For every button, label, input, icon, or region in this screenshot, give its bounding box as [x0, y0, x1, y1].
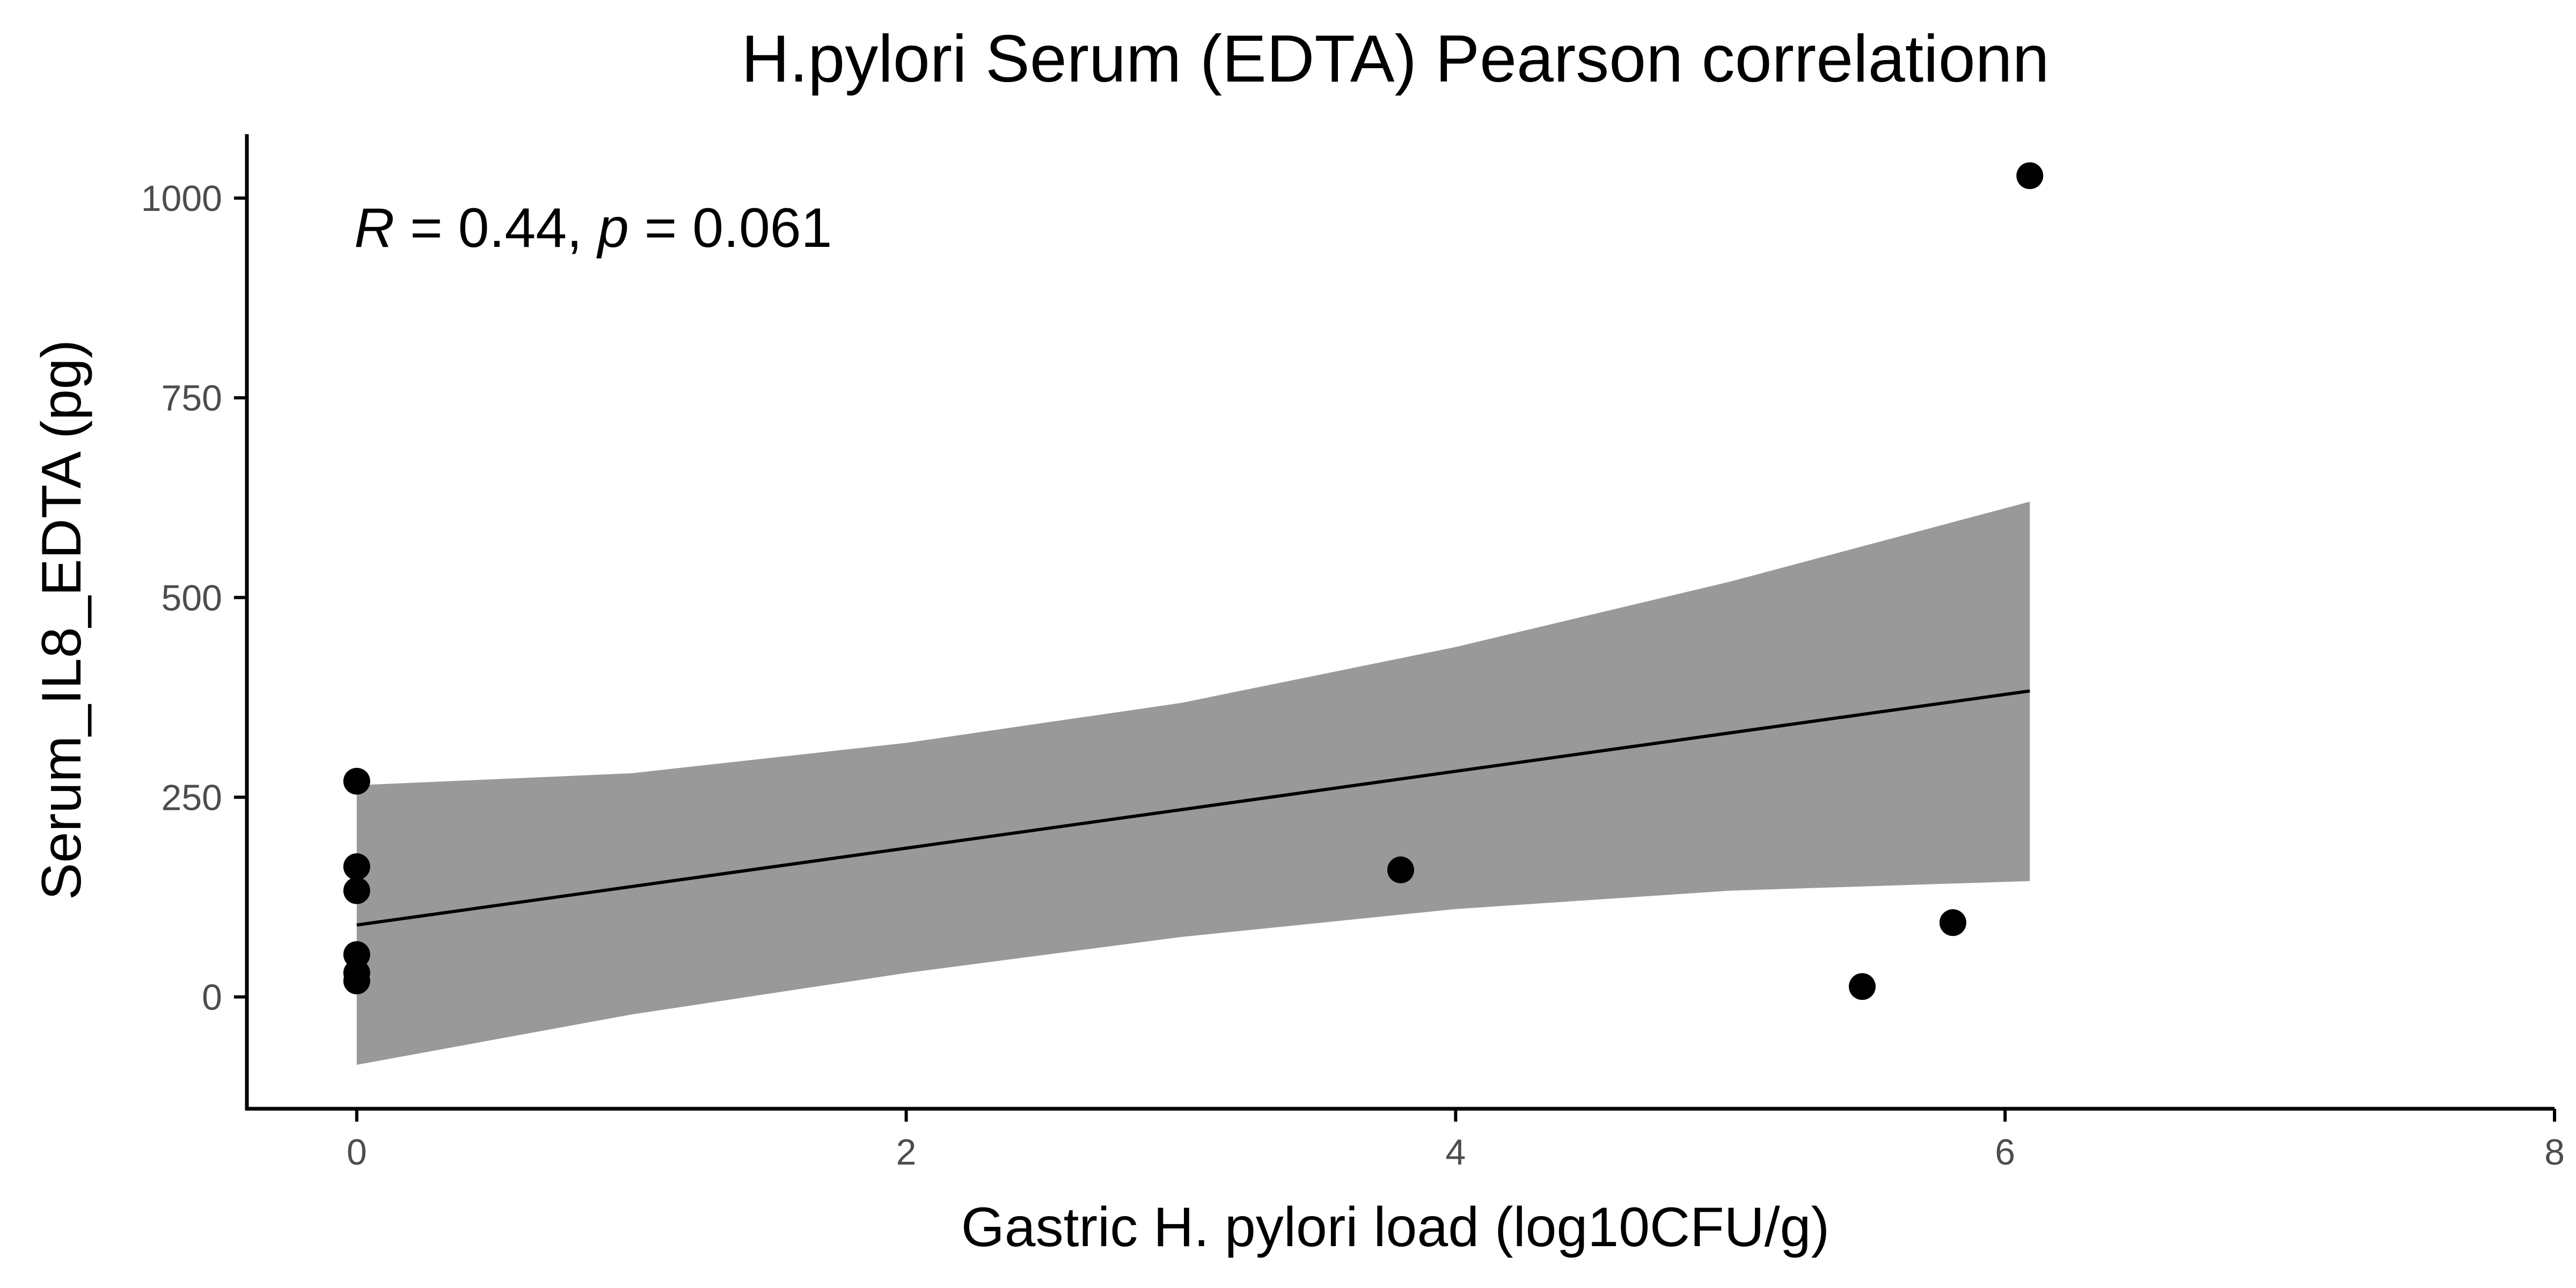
correlation-annotation: R = 0.44, p = 0.061 [354, 197, 832, 259]
regression-line [356, 689, 2030, 927]
annotation-r-symbol: R [354, 197, 394, 259]
y-tick-label: 250 [162, 777, 222, 818]
confidence-band-layer [356, 501, 2030, 1065]
annotation-r-value: = 0.44, [394, 197, 598, 259]
chart-title: H.pylori Serum (EDTA) Pearson correlatio… [741, 22, 2049, 96]
y-tick-label: 1000 [141, 178, 222, 219]
x-tick-label: 4 [1445, 1132, 1466, 1173]
x-axis-ticks: 0 2 4 6 8 [347, 1109, 2565, 1173]
data-points-layer [343, 162, 2044, 1000]
data-point [1939, 909, 1966, 936]
y-tick-label: 750 [162, 378, 222, 419]
confidence-band [356, 501, 2030, 1065]
x-tick-label: 2 [896, 1132, 917, 1173]
annotation-p-symbol: p [596, 197, 629, 259]
x-axis-title: Gastric H. pylori load (log10CFU/g) [961, 1196, 1829, 1258]
y-axis-ticks: 0 250 500 750 1000 [141, 178, 247, 1018]
y-tick-label: 500 [162, 577, 222, 618]
data-point [343, 967, 370, 994]
data-point [1387, 856, 1414, 883]
regression-line-layer [356, 689, 2030, 927]
data-point [343, 767, 370, 795]
x-tick-label: 6 [1995, 1132, 2015, 1173]
data-point [343, 877, 370, 904]
annotation-p-value: = 0.061 [629, 197, 832, 259]
data-point [343, 853, 370, 880]
x-tick-label: 8 [2544, 1132, 2565, 1173]
y-axis-title: Serum_IL8_EDTA (pg) [31, 340, 93, 900]
data-point [343, 941, 370, 968]
x-tick-label: 0 [347, 1132, 367, 1173]
data-point [2016, 162, 2044, 189]
y-tick-label: 0 [202, 977, 222, 1018]
data-point [1849, 973, 1876, 1000]
